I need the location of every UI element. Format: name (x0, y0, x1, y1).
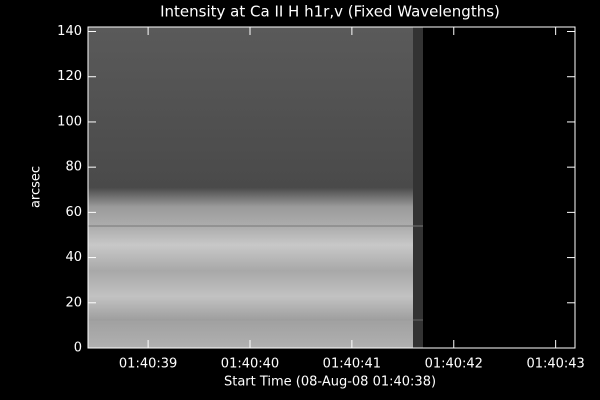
x-tick-label: 01:40:39 (119, 357, 177, 372)
x-tick-label: 01:40:42 (425, 357, 483, 372)
image-edge (413, 27, 423, 348)
y-tick-label: 120 (57, 69, 82, 84)
x-tick-label: 01:40:40 (221, 357, 279, 372)
y-axis-label: arcsec (29, 166, 44, 208)
y-tick-label: 140 (57, 24, 82, 39)
y-tick-label: 80 (65, 160, 82, 175)
plot-frame (87, 26, 576, 349)
y-tick-label: 60 (65, 205, 82, 220)
y-tick-label: 40 (65, 250, 82, 265)
x-tick-label: 01:40:43 (526, 357, 584, 372)
y-tick-label: 20 (65, 295, 82, 310)
x-axis-label: Start Time (08-Aug-08 01:40:38) (224, 375, 436, 390)
chart-title: Intensity at Ca II H h1r,v (Fixed Wavele… (160, 3, 500, 21)
y-tick-label: 100 (57, 114, 82, 129)
intensity-image (88, 27, 413, 348)
x-tick-label: 01:40:41 (323, 357, 381, 372)
y-tick-label: 0 (74, 341, 82, 356)
